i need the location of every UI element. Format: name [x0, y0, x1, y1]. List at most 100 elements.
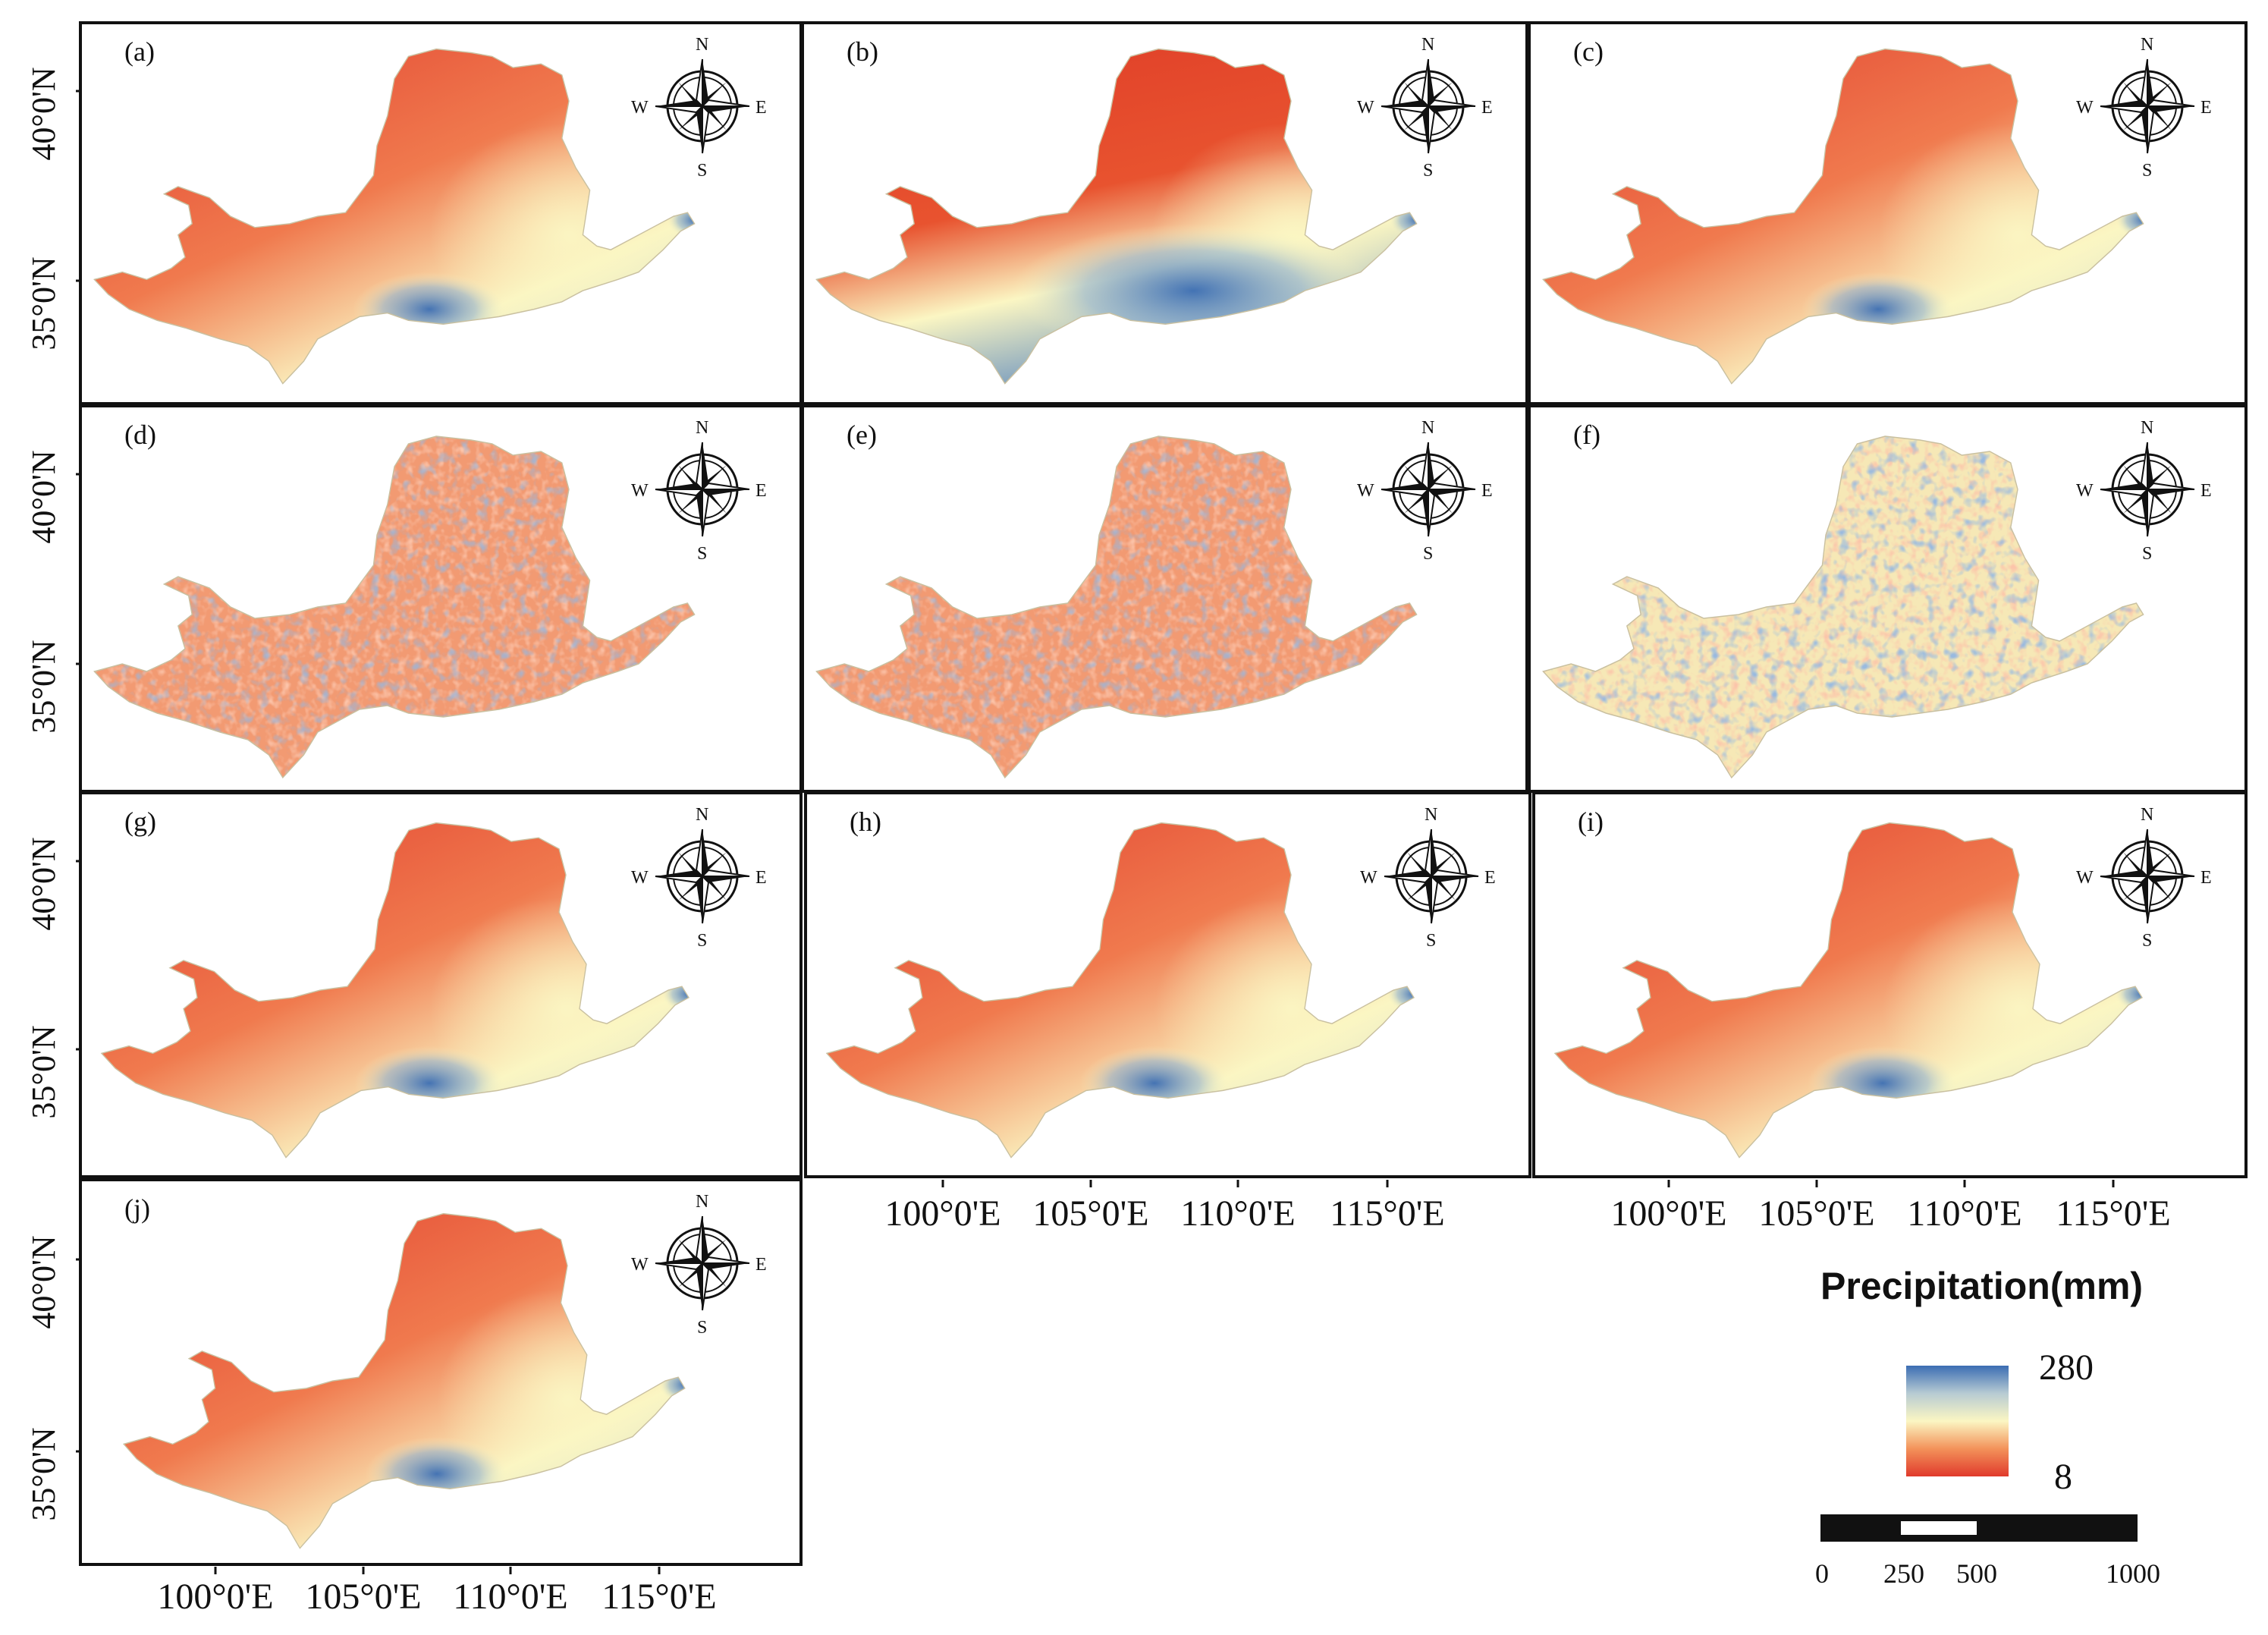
longitude-label: 100°0'E: [157, 1577, 273, 1617]
compass-west-label: W: [2076, 98, 2094, 118]
latitude-label: 40°0'N: [25, 837, 62, 930]
scale-bar-label: 1000: [2106, 1558, 2160, 1589]
compass-north-label: N: [2141, 805, 2153, 825]
legend-title: Precipitation(mm): [1820, 1265, 2143, 1307]
latitude-label: 35°0'N: [25, 1427, 62, 1520]
compass-east-label: E: [755, 481, 767, 501]
longitude-label: 100°0'E: [1610, 1193, 1726, 1234]
latitude-label: 35°0'N: [25, 1025, 62, 1118]
compass-icon: N S E W: [1357, 35, 1493, 181]
compass-icon: N S E W: [2076, 418, 2212, 564]
longitude-label: 105°0'E: [1032, 1193, 1148, 1234]
compass-south-label: S: [697, 1318, 707, 1338]
map-panel: (f) N S E W: [1528, 404, 2248, 793]
panel-label: (e): [847, 420, 877, 450]
map-panel: (b) N S E W: [801, 21, 1528, 405]
compass-east-label: E: [1481, 98, 1493, 118]
compass-east-label: E: [755, 868, 767, 888]
legend-colorbar: [1906, 1366, 2009, 1476]
scale-bar-body: [1820, 1514, 2138, 1542]
latitude-label: 40°0'N: [25, 1235, 62, 1328]
scale-bar-label: 250: [1883, 1558, 1924, 1589]
compass-north-label: N: [696, 1192, 708, 1212]
compass-east-label: E: [1481, 481, 1493, 501]
panel-label: (b): [847, 36, 878, 67]
map-panel: (i) N S E W: [1532, 791, 2248, 1178]
map-panel: (d) N S E W: [79, 404, 803, 793]
compass-north-label: N: [1421, 418, 1434, 438]
compass-south-label: S: [1426, 931, 1436, 951]
longitude-label: 115°0'E: [602, 1577, 716, 1617]
legend-min-label: 8: [2054, 1457, 2072, 1497]
compass-south-label: S: [697, 161, 707, 181]
compass-icon: N S E W: [631, 1192, 767, 1338]
compass-west-label: W: [1360, 868, 1377, 888]
longitude-label: 105°0'E: [1758, 1193, 1874, 1234]
map-panel: (g) N S E W: [79, 791, 803, 1178]
compass-south-label: S: [1423, 544, 1433, 564]
compass-north-label: N: [2141, 418, 2153, 438]
compass-east-label: E: [1484, 868, 1496, 888]
panel-label: (g): [124, 806, 156, 837]
compass-north-label: N: [696, 805, 708, 825]
compass-east-label: E: [2200, 98, 2212, 118]
panel-label: (a): [124, 36, 155, 67]
compass-icon: N S E W: [2076, 35, 2212, 181]
compass-icon: N S E W: [631, 35, 767, 181]
map-panel: (j) N S E W: [79, 1178, 803, 1566]
compass-north-label: N: [1421, 35, 1434, 55]
panel-label: (h): [850, 806, 881, 837]
compass-west-label: W: [631, 481, 649, 501]
compass-west-label: W: [631, 868, 649, 888]
compass-icon: N S E W: [1357, 418, 1493, 564]
longitude-label: 110°0'E: [1180, 1193, 1295, 1234]
compass-icon: N S E W: [631, 805, 767, 951]
scale-bar-label: 0: [1815, 1558, 1829, 1589]
scale-bar-segment: [1901, 1521, 1977, 1535]
latitude-label: 35°0'N: [25, 640, 62, 733]
compass-north-label: N: [696, 418, 708, 438]
longitude-label: 115°0'E: [2056, 1193, 2170, 1234]
longitude-label: 100°0'E: [884, 1193, 1000, 1234]
compass-west-label: W: [2076, 868, 2094, 888]
longitude-label: 110°0'E: [1907, 1193, 2021, 1234]
compass-icon: N S E W: [631, 418, 767, 564]
compass-south-label: S: [1423, 161, 1433, 181]
map-panel: (a) N S E W: [79, 21, 803, 405]
longitude-label: 115°0'E: [1330, 1193, 1444, 1234]
legend: Precipitation(mm) 280 8: [1820, 1265, 2143, 1497]
compass-north-label: N: [1425, 805, 1437, 825]
compass-south-label: S: [697, 931, 707, 951]
compass-north-label: N: [2141, 35, 2153, 55]
compass-west-label: W: [2076, 481, 2094, 501]
panel-label: (i): [1578, 806, 1604, 837]
legend-max-label: 280: [2039, 1347, 2094, 1388]
scale-bar: 0 250 500 1000: [1815, 1514, 2160, 1589]
compass-west-label: W: [1357, 98, 1374, 118]
compass-east-label: E: [755, 1255, 767, 1275]
compass-icon: N S E W: [2076, 805, 2212, 951]
latitude-label: 40°0'N: [25, 67, 62, 160]
compass-south-label: S: [2142, 544, 2152, 564]
compass-west-label: W: [631, 1255, 649, 1275]
compass-south-label: S: [697, 544, 707, 564]
latitude-label: 35°0'N: [25, 256, 62, 350]
longitude-label: 110°0'E: [453, 1577, 567, 1617]
compass-east-label: E: [2200, 868, 2212, 888]
latitude-label: 40°0'N: [25, 450, 62, 543]
panel-label: (c): [1573, 36, 1604, 67]
longitude-label: 105°0'E: [305, 1577, 421, 1617]
compass-south-label: S: [2142, 931, 2152, 951]
compass-north-label: N: [696, 35, 708, 55]
panel-label: (f): [1573, 420, 1600, 450]
map-panel: (h) N S E W: [804, 791, 1531, 1178]
compass-south-label: S: [2142, 161, 2152, 181]
scale-bar-label: 500: [1956, 1558, 1997, 1589]
map-panel: (c) N S E W: [1528, 21, 2248, 405]
compass-icon: N S E W: [1360, 805, 1496, 951]
compass-east-label: E: [755, 98, 767, 118]
compass-west-label: W: [631, 98, 649, 118]
panel-label: (j): [124, 1193, 150, 1224]
compass-west-label: W: [1357, 481, 1374, 501]
